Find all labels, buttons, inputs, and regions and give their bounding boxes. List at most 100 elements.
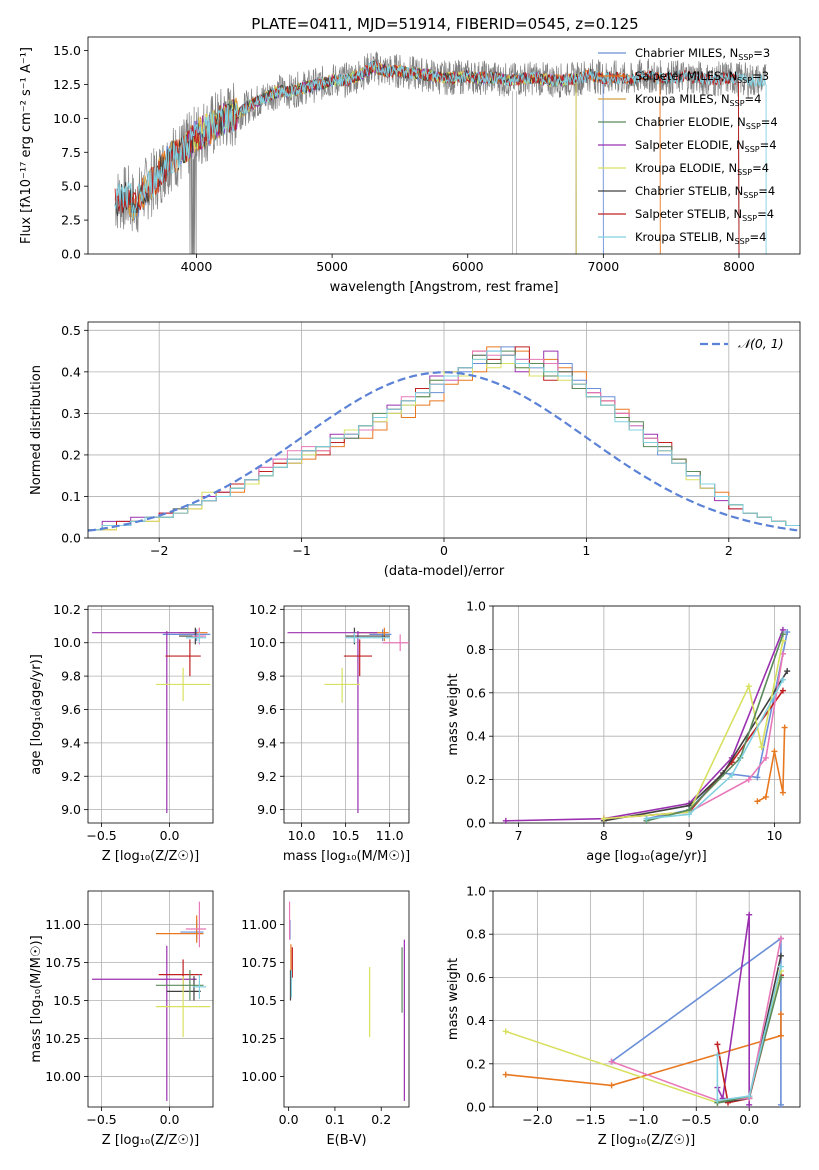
legend-sub: SSP xyxy=(730,99,745,108)
mass-vs-Z-panel: −0.5 0.0 10.00 10.25 10.5 10.75 11.00 Z [log₁₀(… xyxy=(29,890,214,1148)
y-tick-label: 1.0 xyxy=(466,884,486,899)
y-tick-label: 9.4 xyxy=(61,735,81,750)
y-tick-label: 11.00 xyxy=(241,917,277,932)
y-tick-label: 10.25 xyxy=(241,1031,277,1046)
age-vs-mass-panel: 10.0 10.5 11.0 9.0 9.2 9.4 9.6 9.8 10.0 10.2 mass … xyxy=(249,602,410,864)
axes-frame xyxy=(87,321,801,539)
y-tick-label: 1.0 xyxy=(466,599,486,614)
y-tick-label: 0.8 xyxy=(466,927,486,942)
y-tick-label: 12.5 xyxy=(53,77,81,92)
x-tick-label: 7 xyxy=(515,828,523,843)
axes-frame xyxy=(283,605,410,824)
legend-name: Salpeter ELODIE, N xyxy=(635,138,745,152)
y-tick-label: 0.2 xyxy=(466,772,486,787)
y-tick-label: 10.25 xyxy=(45,1031,81,1046)
legend-entry: Salpeter ELODIE, NSSP=4 xyxy=(635,138,777,154)
x-tick-label: 2 xyxy=(725,543,733,558)
x-axis-label: E(B-V) xyxy=(326,1133,366,1148)
legend-entry: Kroupa MILES, NSSP=4 xyxy=(635,92,761,108)
legend-sub: SSP xyxy=(737,168,752,177)
mass-vs-EBV-panel: 0.0 0.1 0.2 10.00 10.25 10.5 10.75 11.00 E(B-V) xyxy=(241,890,410,1148)
legend-entry: Chabrier ELODIE, NSSP=4 xyxy=(635,115,778,131)
figure-title: PLATE=0411, MJD=51914, FIBERID=0545, z=0… xyxy=(251,15,638,33)
x-tick-label: 0.0 xyxy=(160,1112,180,1127)
legend-sub: SSP xyxy=(735,237,750,246)
residuals-panel: −2 −1 0 1 2 0.0 0.1 0.2 0.3 0.4 0.5 (data-model)/er… xyxy=(29,321,801,579)
y-tick-label: 0.8 xyxy=(466,642,486,657)
y-tick-label: 9.4 xyxy=(257,735,277,750)
x-tick-label: −0.5 xyxy=(681,1112,711,1127)
x-tick-label: −0.5 xyxy=(86,1112,116,1127)
weight-line-5 xyxy=(688,653,784,813)
legend-sub: SSP xyxy=(742,214,757,223)
y-tick-label: 2.5 xyxy=(61,213,81,228)
legend-name: Salpeter MILES, N xyxy=(635,69,737,83)
y-axis-label: mass weight xyxy=(446,958,461,1040)
y-tick-label: 0.4 xyxy=(61,364,81,379)
y-tick-label: 9.0 xyxy=(257,802,277,817)
x-tick-label: 0.1 xyxy=(325,1112,345,1127)
legend-sub: SSP xyxy=(737,76,752,85)
weight-line-8 xyxy=(716,966,782,1102)
legend-entry: Kroupa STELIB, NSSP=4 xyxy=(635,230,766,246)
x-tick-label: 0 xyxy=(440,543,448,558)
x-tick-label: 7000 xyxy=(587,259,619,274)
y-tick-label: 15.0 xyxy=(53,43,81,58)
y-tick-label: 9.0 xyxy=(61,802,81,817)
y-tick-label: 0.6 xyxy=(466,685,486,700)
x-axis-label: mass [log₁₀(M/M☉)] xyxy=(283,849,410,864)
gaussian-curve xyxy=(88,371,798,532)
legend-suffix: =4 xyxy=(750,230,767,244)
axes-frame xyxy=(492,890,801,1108)
y-axis-label: Normed distribution xyxy=(29,365,44,495)
legend-sub: SSP xyxy=(746,122,761,131)
histogram-series-7 xyxy=(88,350,800,531)
y-tick-label: 0.0 xyxy=(466,816,486,831)
y-tick-label: 10.5 xyxy=(53,993,81,1008)
y-tick-label: 10.75 xyxy=(241,955,277,970)
legend-name: Salpeter STELIB, N xyxy=(635,207,742,221)
y-tick-label: 0.2 xyxy=(466,1056,486,1071)
y-axis-label: mass [log₁₀(M/M☉)] xyxy=(29,935,44,1062)
legend-name: Chabrier ELODIE, N xyxy=(635,115,746,129)
y-tick-label: 9.2 xyxy=(61,769,81,784)
x-tick-label: 4000 xyxy=(181,259,213,274)
legend-suffix: =4 xyxy=(760,138,777,152)
weight-line-7 xyxy=(646,633,784,822)
x-tick-label: −1 xyxy=(292,543,310,558)
y-tick-label: 7.5 xyxy=(61,145,81,160)
y-tick-label: 0.3 xyxy=(61,406,81,421)
x-tick-label: −2.0 xyxy=(522,1112,552,1127)
y-tick-label: 9.2 xyxy=(257,769,277,784)
x-tick-label: 5000 xyxy=(316,259,348,274)
x-tick-label: 0.0 xyxy=(160,828,180,843)
legend-suffix: =3 xyxy=(753,46,770,60)
legend-entry: 𝒩(0, 1) xyxy=(738,336,784,351)
weight-line-1 xyxy=(505,1014,782,1087)
legend-entry: Salpeter STELIB, NSSP=4 xyxy=(635,207,774,223)
x-tick-label: 0.0 xyxy=(739,1112,759,1127)
y-tick-label: 0.0 xyxy=(61,531,81,546)
legend-entry: Chabrier STELIB, NSSP=4 xyxy=(635,184,775,200)
x-tick-label: −0.5 xyxy=(86,828,116,843)
x-axis-label: Z [log₁₀(Z/Z☉)] xyxy=(102,849,199,864)
x-tick-label: 10.0 xyxy=(288,828,316,843)
y-tick-label: 0.1 xyxy=(61,489,81,504)
x-tick-label: 0.0 xyxy=(279,1112,299,1127)
x-tick-label: 11.0 xyxy=(376,828,404,843)
legend-suffix: =3 xyxy=(752,69,769,83)
legend-entry: Chabrier MILES, NSSP=3 xyxy=(635,46,770,62)
x-tick-label: 6000 xyxy=(452,259,484,274)
x-axis-label: (data-model)/error xyxy=(384,564,505,579)
x-axis-label: age [log₁₀(age/yr)] xyxy=(586,849,707,864)
legend-entry: Salpeter MILES, NSSP=3 xyxy=(635,69,769,85)
legend-suffix: =4 xyxy=(758,184,775,198)
x-tick-label: −1.0 xyxy=(628,1112,658,1127)
y-tick-label: 0.2 xyxy=(61,447,81,462)
x-axis-label: Z [log₁₀(Z/Z☉)] xyxy=(102,1133,199,1148)
model-line-3 xyxy=(182,61,577,254)
y-tick-label: 10.00 xyxy=(241,1069,277,1084)
y-tick-label: 0.6 xyxy=(466,970,486,985)
axes-frame xyxy=(87,36,801,255)
legend-suffix: =4 xyxy=(752,161,769,175)
